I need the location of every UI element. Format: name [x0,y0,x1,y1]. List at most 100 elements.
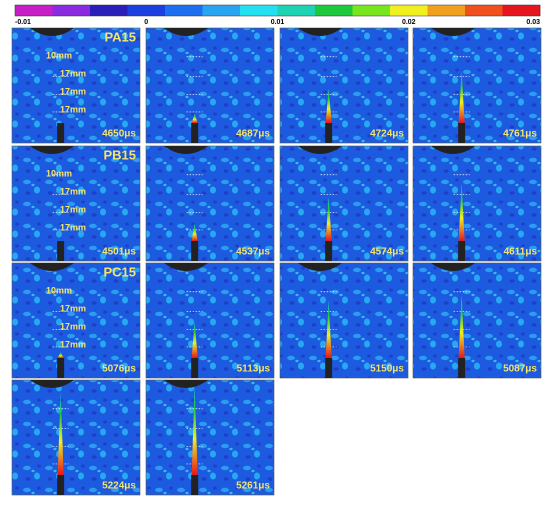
top-notch [164,146,208,154]
crack [325,88,332,123]
strain-panel: 5076μs PC15 10mm 17mm 17mm 17mm [11,262,141,379]
strain-field [279,145,409,262]
ruler-label: 17mm [60,186,86,196]
time-label: 5076μs [102,364,136,375]
support-bar [458,123,466,143]
top-notch [298,146,342,154]
colorbar-segment [240,5,278,16]
colorbar-segment [502,5,541,16]
strain-panel: 5087μs [412,262,542,379]
top-notch [30,146,74,154]
strain-field [11,262,141,379]
time-label: 4611μs [504,247,538,258]
colorbar-tick-label: 0 [144,19,148,26]
time-label: 4687μs [236,129,270,140]
specimen-label: PC15 [103,264,136,279]
colorbar-frame [14,4,541,17]
support-bar [57,241,65,261]
ruler-label: 17mm [60,303,86,313]
strain-field [412,262,542,379]
support-bar [191,358,199,378]
time-label: 4501μs [102,247,136,258]
strain-panel: 4574μs [279,145,409,262]
time-label: 5261μs [236,481,270,492]
top-notch [431,146,475,154]
strain-panel: 4537μs [145,145,275,262]
time-label: 4574μs [370,247,404,258]
colorbar-segment [165,5,203,16]
strain-panel: 4687μs [145,27,275,144]
strain-field [145,262,275,379]
strain-field [145,27,275,144]
colorbar-tick-label: 0.03 [526,19,540,26]
top-notch [164,380,208,388]
ruler-label: 10mm [46,168,72,178]
colorbar-segment [465,5,503,16]
top-notch [431,263,475,271]
ruler-label: 17mm [60,68,86,78]
support-bar [325,358,333,378]
support-bar [57,475,65,495]
top-notch [298,263,342,271]
colorbar-segment [427,5,466,16]
crack [191,113,198,123]
time-label: 4761μs [503,129,537,140]
strain-field [11,27,141,144]
crack [325,300,332,358]
ruler-label: 17mm [60,222,86,232]
ruler-label: 17mm [60,86,86,96]
colorbar-segment [127,5,166,16]
support-bar [191,241,199,261]
strain-panel: 5224μs [11,379,141,496]
top-notch [431,28,475,36]
colorbar-segment [315,5,353,16]
support-bar [458,241,466,261]
support-bar [57,358,65,378]
top-notch [164,28,208,36]
time-label: 4537μs [236,247,270,258]
crack [458,183,465,241]
colorbar-segment [202,5,241,16]
strain-field [279,27,409,144]
strain-field [412,27,542,144]
crack [191,223,198,241]
support-bar [191,475,199,495]
time-label: 5113μs [237,364,271,375]
specimen-label: PB15 [103,147,136,162]
time-label: 5087μs [503,364,537,375]
ruler-label: 17mm [60,104,86,114]
strain-panel: 4501μs PB15 10mm 17mm 17mm 17mm [11,145,141,262]
strain-panel: 4724μs [279,27,409,144]
crack [191,385,198,475]
colorbar-segment [90,5,128,16]
specimen-label: PA15 [104,29,136,44]
top-notch [164,263,208,271]
crack [57,392,64,475]
colorbar-segment [390,5,428,16]
colorbar-segment [52,5,91,16]
top-notch [30,263,74,271]
time-label: 4724μs [370,129,404,140]
crack [458,294,465,358]
ruler-label: 10mm [46,50,72,60]
time-label: 5224μs [102,481,136,492]
crack [57,352,64,358]
strain-field [11,145,141,262]
support-bar [191,123,199,143]
strain-field [279,262,409,379]
colorbar-tick-label: -0.01 [15,19,31,26]
strain-panel: 4761μs [412,27,542,144]
ruler-label: 17mm [60,321,86,331]
strain-panel: 4611μs [412,145,542,262]
colorbar-tick-label: 0.01 [271,19,285,26]
colorbar-segment [352,5,391,16]
ruler-label: 10mm [46,285,72,295]
colorbar-segment [277,5,316,16]
crack [458,71,465,123]
colorbar-tick-label: 0.02 [402,19,416,26]
strain-panel: 5150μs [279,262,409,379]
top-notch [30,28,74,36]
strain-field [412,145,542,262]
top-notch [298,28,342,36]
